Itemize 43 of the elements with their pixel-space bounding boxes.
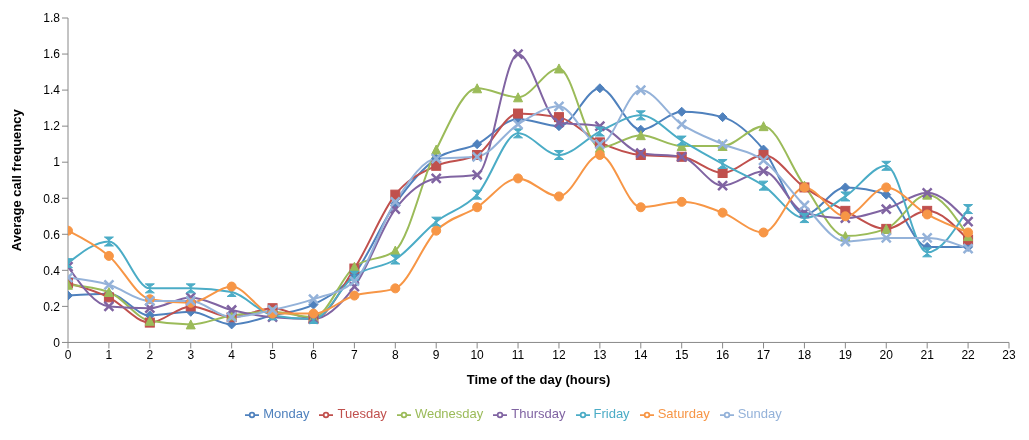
x-tick-label: 8	[391, 347, 399, 362]
y-tick-label: 1.6	[43, 47, 61, 62]
x-tick-label: 4	[228, 347, 236, 362]
x-tick-label: 7	[351, 347, 359, 362]
legend-label: Friday	[593, 406, 630, 422]
x-tick-label: 15	[675, 347, 689, 362]
y-axis-title: Average call frequency	[8, 108, 24, 252]
x-tick-label: 20	[879, 347, 894, 362]
x-tick-label: 9	[432, 347, 440, 362]
y-tick-label: 1.4	[43, 83, 61, 98]
x-tick-label: 22	[961, 347, 976, 362]
x-tick-label: 14	[634, 347, 648, 362]
y-tick-label: 1.2	[43, 119, 61, 134]
x-axis-title: Time of the day (hours)	[466, 372, 611, 388]
x-tick-label: 19	[838, 347, 853, 362]
x-tick-label: 3	[187, 347, 195, 362]
x-tick-label: 21	[920, 347, 935, 362]
legend-label: Saturday	[657, 406, 710, 422]
legend-label: Wednesday	[414, 406, 484, 422]
x-tick-label: 5	[269, 347, 277, 362]
y-tick-label: 0.6	[43, 227, 61, 242]
x-tick-label: 2	[146, 347, 154, 362]
y-tick-label: 0.8	[43, 191, 61, 206]
legend-label: Tuesday	[337, 406, 387, 422]
x-tick-label: 17	[756, 347, 771, 362]
y-tick-label: 0	[53, 335, 61, 350]
x-tick-label: 0	[64, 347, 72, 362]
x-tick-label: 10	[470, 347, 485, 362]
x-tick-label: 11	[511, 347, 525, 362]
x-tick-label: 18	[797, 347, 812, 362]
legend-label: Sunday	[737, 406, 782, 422]
x-tick-label: 16	[715, 347, 730, 362]
x-tick-label: 12	[552, 347, 566, 362]
y-tick-label: 0.2	[43, 299, 61, 314]
x-tick-label: 13	[593, 347, 607, 362]
legend-label: Thursday	[511, 406, 566, 422]
x-tick-label: 1	[105, 347, 113, 362]
y-tick-label: 1.8	[43, 11, 61, 26]
legend-label: Monday	[263, 406, 310, 422]
x-tick-label: 6	[310, 347, 318, 362]
x-tick-label: 23	[1002, 347, 1016, 362]
y-tick-label: 1	[53, 155, 61, 170]
y-tick-label: 0.4	[43, 263, 61, 278]
